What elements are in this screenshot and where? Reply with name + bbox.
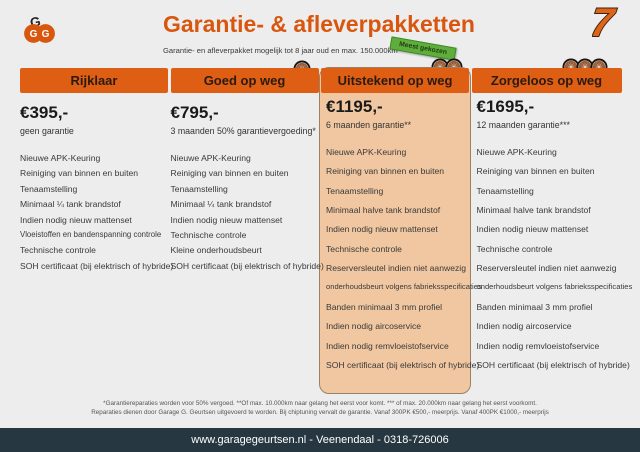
svg-text:G: G — [42, 29, 50, 40]
svg-text:7: 7 — [592, 2, 618, 42]
svg-text:G: G — [30, 29, 38, 40]
